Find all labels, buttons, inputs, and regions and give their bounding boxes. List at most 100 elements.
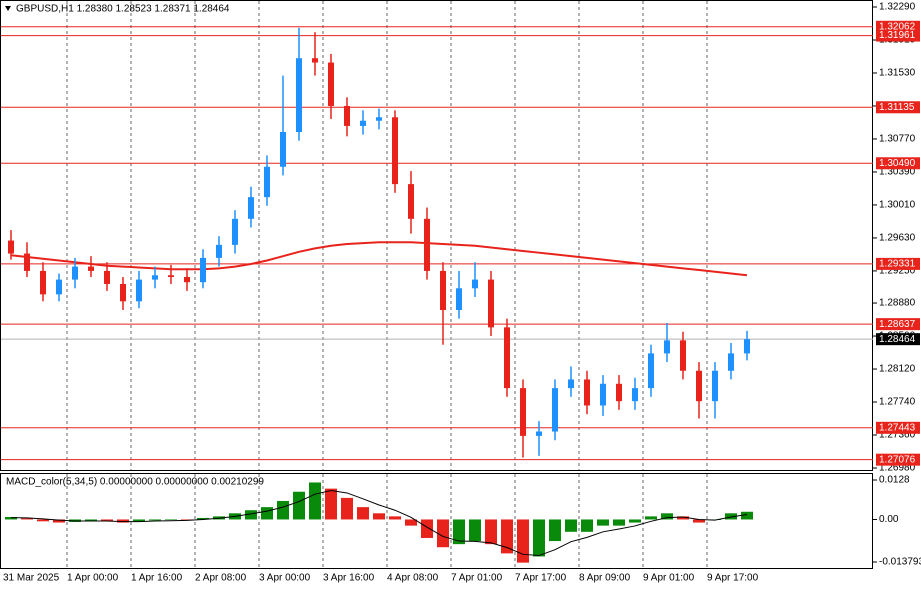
macd-bar	[613, 519, 625, 526]
x-tick-label: 31 Mar 2025	[3, 573, 60, 584]
candle-body	[616, 383, 622, 402]
level-label: 1.32062	[879, 21, 916, 32]
candle-body	[472, 279, 478, 289]
candle-body	[184, 277, 190, 283]
x-tick-label: 9 Apr 17:00	[707, 573, 759, 584]
macd-bar	[533, 519, 545, 557]
y-tick-label: 1.27740	[879, 397, 916, 408]
candle-body	[680, 340, 686, 371]
level-label: 1.28637	[879, 319, 916, 330]
macd-tick-label: -0.013793	[879, 557, 921, 568]
macd-bar	[645, 516, 657, 520]
x-tick-label: 2 Apr 08:00	[195, 573, 247, 584]
candle-body	[456, 288, 462, 310]
candle-body	[232, 218, 238, 245]
macd-bar	[501, 519, 513, 554]
x-tick-label: 4 Apr 08:00	[387, 573, 439, 584]
level-label: 1.27443	[879, 422, 916, 433]
macd-bar	[341, 497, 353, 520]
x-tick-label: 7 Apr 01:00	[451, 573, 503, 584]
candle-body	[664, 340, 670, 354]
macd-bar	[133, 519, 145, 522]
x-tick-label: 8 Apr 09:00	[579, 573, 631, 584]
macd-signal	[10, 489, 748, 557]
macd-bar	[485, 519, 497, 545]
macd-bar	[581, 519, 593, 532]
candle-body	[40, 270, 46, 295]
moving-average	[10, 241, 748, 277]
macd-bar	[53, 519, 65, 523]
macd-bar	[389, 516, 401, 520]
candle-body	[328, 62, 334, 106]
y-tick-label: 1.30010	[879, 200, 916, 211]
y-tick-label: 1.28120	[879, 364, 916, 375]
x-tick-label: 7 Apr 17:00	[515, 573, 567, 584]
x-tick-label: 3 Apr 16:00	[323, 573, 375, 584]
macd-bar	[677, 516, 689, 520]
macd-bar	[693, 519, 705, 523]
macd-bar	[277, 500, 289, 520]
macd-bar	[149, 519, 161, 521]
macd-bar	[21, 518, 33, 520]
macd-bar	[517, 519, 529, 563]
level-label: 1.31961	[879, 30, 916, 41]
level-box	[876, 29, 920, 42]
macd-bar	[565, 519, 577, 532]
level-label: 1.29331	[879, 259, 916, 270]
macd-bar	[453, 519, 465, 545]
candle-body	[728, 353, 734, 371]
macd-bar	[725, 513, 737, 520]
level-box	[876, 421, 920, 434]
y-tick-label: 1.30390	[879, 167, 916, 178]
x-tick-label: 9 Apr 01:00	[643, 573, 695, 584]
macd-bar	[373, 513, 385, 520]
candle-body	[280, 132, 286, 167]
y-tick-label: 1.26980	[879, 463, 916, 474]
level-box	[876, 318, 920, 331]
macd-tick-label: 0.0128	[879, 475, 910, 486]
candle-body	[568, 379, 574, 389]
macd-bar	[261, 507, 273, 520]
candle-body	[24, 253, 30, 271]
y-tick-label: 1.32290	[879, 2, 916, 13]
candle-body	[104, 270, 110, 284]
y-tick-label: 1.29250	[879, 266, 916, 277]
macd-bar	[741, 511, 753, 520]
price-label: 1.28464	[879, 334, 916, 345]
x-tick-label: 1 Apr 00:00	[67, 573, 119, 584]
macd-bar	[309, 482, 321, 520]
level-label: 1.27076	[879, 454, 916, 465]
y-tick-label: 1.29630	[879, 233, 916, 244]
candle-body	[248, 197, 254, 219]
price-panel	[0, 0, 873, 471]
level-label: 1.30490	[879, 158, 916, 169]
candle-body	[408, 184, 414, 219]
candle-body	[264, 166, 270, 198]
x-tick-label: 3 Apr 00:00	[259, 573, 311, 584]
candle-body	[168, 275, 174, 278]
candle-body	[376, 117, 382, 121]
macd-bar	[37, 519, 49, 522]
menu-arrow[interactable]	[5, 6, 11, 11]
candle-body	[88, 266, 94, 271]
candle-body	[744, 339, 750, 354]
macd-bar	[405, 519, 417, 526]
candle-body	[56, 279, 62, 295]
macd-tick-label: 0.00	[879, 514, 899, 525]
candle-body	[120, 283, 126, 302]
macd-bar	[661, 513, 673, 520]
macd-bar	[101, 519, 113, 522]
candle-body	[216, 244, 222, 258]
macd-bar	[629, 519, 641, 523]
macd-bar	[5, 517, 17, 520]
level-box	[876, 157, 920, 170]
candle-body	[392, 117, 398, 185]
level-box	[876, 453, 920, 466]
candle-body	[296, 58, 302, 133]
candle-body	[424, 218, 430, 271]
candle-body	[536, 431, 542, 436]
candle-body	[600, 383, 606, 406]
candle-body	[8, 240, 14, 254]
candle-body	[504, 327, 510, 389]
y-tick-label: 1.30770	[879, 134, 916, 145]
